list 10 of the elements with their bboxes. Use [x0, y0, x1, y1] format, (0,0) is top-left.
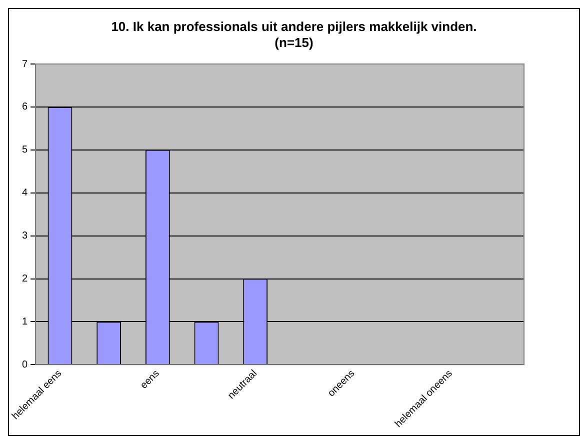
y-tick-label: 3 — [22, 230, 28, 242]
y-tick-label: 5 — [22, 144, 28, 156]
y-tick-label: 2 — [22, 274, 28, 285]
y-tick-label: 6 — [22, 102, 28, 113]
y-tick-label: 1 — [22, 316, 28, 328]
y-tick-label: 4 — [22, 188, 28, 199]
x-tick-label: eens — [138, 368, 162, 392]
y-tick-label: 0 — [22, 359, 28, 370]
chart-title: 10. Ik kan professionals uit andere pijlers makkelijk vinden. (n=15) — [110, 19, 478, 51]
y-tick-label: 7 — [22, 58, 28, 70]
